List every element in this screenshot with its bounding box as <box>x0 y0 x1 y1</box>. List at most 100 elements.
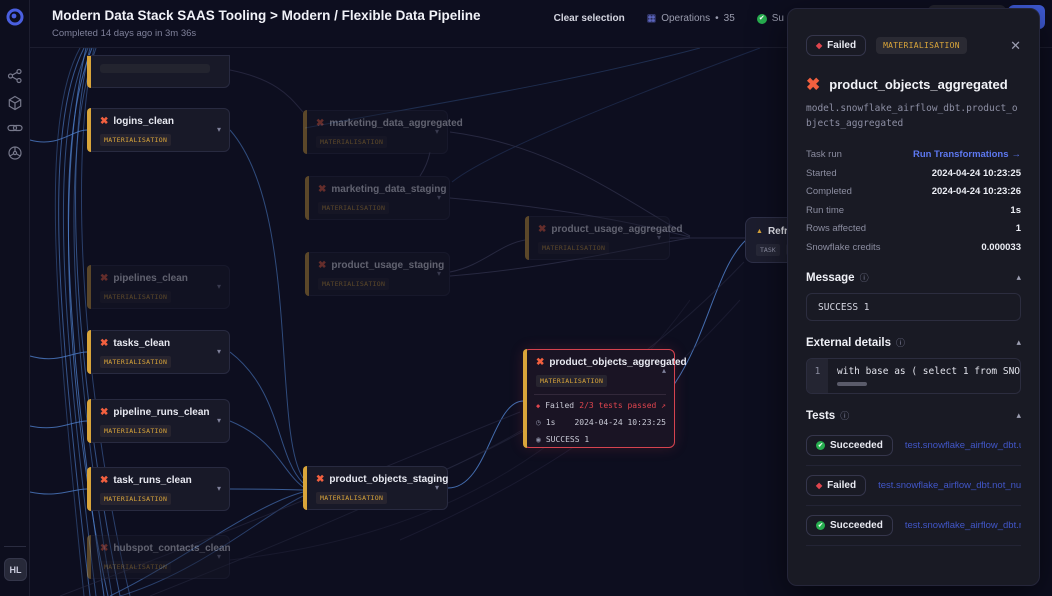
success-check-icon: ✔ <box>816 521 825 531</box>
chevron-down-icon[interactable]: ▾ <box>434 483 439 492</box>
failed-diamond-icon: ◆ <box>816 480 823 490</box>
chevron-down-icon[interactable]: ▾ <box>216 125 221 134</box>
chevron-down-icon[interactable]: ▾ <box>216 282 221 291</box>
node-name: marketing_data_staging <box>331 184 447 195</box>
node-accent-bar <box>87 265 91 309</box>
failed-status-pill: ◆ Failed <box>806 475 867 497</box>
toolbar: Clear selection ▦ Operations • 35 ✔ Su <box>554 13 784 24</box>
node-name: product_usage_staging <box>331 260 445 271</box>
integrations-nav-icon[interactable] <box>7 120 23 136</box>
settings-nav-icon[interactable] <box>7 145 23 161</box>
panel-title-row: ✖ product_objects_aggregated <box>806 76 1021 93</box>
run-transformations-link[interactable]: Run Transformations → <box>912 149 1022 161</box>
detail-row-started: Started 2024-04-24 10:23:25 <box>806 167 1021 179</box>
failed-diamond-icon: ◆ <box>816 40 823 50</box>
details-list: Task run Run Transformations → Started 2… <box>806 145 1021 256</box>
status-dot-icon: ◉ <box>536 435 541 444</box>
node-partial[interactable] <box>87 55 230 88</box>
node-product-usage-staging[interactable]: ✖ product_usage_staging ▾ MATERIALISATIO… <box>305 252 450 296</box>
node-marketing-data-staging[interactable]: ✖ marketing_data_staging ▾ MATERIALISATI… <box>305 176 450 220</box>
user-avatar[interactable]: HL <box>4 558 27 581</box>
node-timestamp: 2024-04-24 10:23:25 <box>574 418 666 427</box>
app-logo-icon[interactable] <box>5 7 25 27</box>
message-section-header: Message ⓘ ▴ <box>806 271 1021 284</box>
success-check-icon: ✔ <box>756 13 767 24</box>
node-name: product_objects_staging <box>329 474 449 485</box>
dbt-icon: ✖ <box>100 406 109 418</box>
test-link[interactable]: test.snowflake_airflow_dbt.unique_pro <box>904 440 1021 452</box>
materialisation-badge: MATERIALISATION <box>316 136 388 148</box>
clock-icon: ◷ <box>536 418 541 427</box>
node-name: hubspot_contacts_clean <box>113 543 231 554</box>
node-accent-bar <box>87 330 91 374</box>
node-runtime: 1s <box>545 418 556 427</box>
sql-code: with base as ( select 1 from SNOWFLAKE <box>828 359 1020 393</box>
chevron-down-icon[interactable]: ▾ <box>434 127 439 136</box>
dbt-icon: ✖ <box>100 115 109 127</box>
detail-row-completed: Completed 2024-04-24 10:23:26 <box>806 186 1021 198</box>
chevron-down-icon[interactable]: ▾ <box>216 552 221 561</box>
info-icon: ⓘ <box>840 411 850 422</box>
external-details-section-header: External details ⓘ ▴ <box>806 336 1021 349</box>
tests-summary-link[interactable]: 2/3 tests passed ↗ <box>579 401 666 410</box>
materialisation-badge: MATERIALISATION <box>316 492 388 504</box>
dbt-icon: ✖ <box>100 542 109 554</box>
materialisation-badge: MATERIALISATION <box>100 291 172 303</box>
breadcrumb-title: Modern Data Stack SAAS Tooling > Modern … <box>52 8 481 23</box>
chevron-down-icon[interactable]: ▾ <box>656 233 661 242</box>
node-tasks-clean[interactable]: ✖ tasks_clean ▾ MATERIALISATION <box>87 330 230 374</box>
node-product-usage-aggregated[interactable]: ✖ product_usage_aggregated ▾ MATERIALISA… <box>525 216 683 260</box>
chevron-down-icon[interactable]: ▾ <box>436 269 441 278</box>
test-row: ✔ Succeeded test.snowflake_airflow_dbt.n… <box>806 506 1021 547</box>
dbt-icon: ✖ <box>100 474 109 486</box>
close-icon[interactable]: ✕ <box>1010 38 1021 53</box>
info-icon: ⓘ <box>896 338 906 349</box>
dbt-icon: ✖ <box>316 117 325 129</box>
materialisation-badge: MATERIALISATION <box>100 561 172 573</box>
node-pipelines-clean[interactable]: ✖ pipelines_clean ▾ MATERIALISATION <box>87 265 230 309</box>
materialisation-badge: MATERIALISATION <box>100 356 172 368</box>
materialisation-badge: MATERIALISATION <box>876 37 967 54</box>
chevron-down-icon[interactable]: ▾ <box>216 416 221 425</box>
clear-selection-button[interactable]: Clear selection <box>553 13 625 24</box>
operations-filter[interactable]: ▦ Operations • 35 <box>647 13 735 24</box>
node-marketing-data-aggregated[interactable]: ✖ marketing_data_aggregated ▾ MATERIALIS… <box>303 110 463 154</box>
node-name: product_objects_aggregated <box>549 357 687 368</box>
chevron-down-icon[interactable]: ▾ <box>216 347 221 356</box>
node-accent-bar <box>87 108 91 152</box>
node-accent-bar <box>305 176 309 220</box>
success-filter[interactable]: ✔ Su <box>756 13 784 24</box>
chevron-down-icon[interactable]: ▾ <box>436 193 441 202</box>
detail-row-task-run: Task run Run Transformations → <box>806 149 1022 161</box>
chevron-down-icon[interactable]: ▾ <box>216 484 221 493</box>
node-accent-bar <box>305 252 309 296</box>
materialisation-badge: MATERIALISATION <box>100 425 172 437</box>
test-link[interactable]: test.snowflake_airflow_dbt.not_null_pr <box>904 520 1021 532</box>
node-logins-clean[interactable]: ✖ logins_clean ▾ MATERIALISATION <box>87 108 230 152</box>
collapse-caret-icon[interactable]: ▴ <box>1016 410 1021 421</box>
products-nav-icon[interactable] <box>7 95 23 111</box>
message-box: SUCCESS 1 <box>806 293 1021 322</box>
node-product-objects-staging[interactable]: ✖ product_objects_staging ▾ MATERIALISAT… <box>303 466 448 510</box>
node-accent-bar <box>87 399 91 443</box>
horizontal-scrollbar[interactable] <box>837 382 867 387</box>
tests-section-header: Tests ⓘ ▴ <box>806 409 1021 422</box>
collapse-caret-icon[interactable]: ▴ <box>1016 272 1021 283</box>
test-link[interactable]: test.snowflake_airflow_dbt.not_null_pr <box>878 480 1021 492</box>
collapse-caret-icon[interactable]: ▴ <box>1016 337 1021 348</box>
node-pipeline-runs-clean[interactable]: ✖ pipeline_runs_clean ▾ MATERIALISATION <box>87 399 230 443</box>
node-accent-bar <box>523 349 527 448</box>
node-product-objects-aggregated-selected[interactable]: ✖ product_objects_aggregated ▴ MATERIALI… <box>523 349 687 448</box>
pipelines-nav-icon[interactable] <box>7 68 23 84</box>
node-hubspot-contacts-clean[interactable]: ✖ hubspot_contacts_clean ▾ MATERIALISATI… <box>87 535 231 579</box>
node-task-runs-clean[interactable]: ✖ task_runs_clean ▾ MATERIALISATION <box>87 467 230 511</box>
failed-status-pill: ◆ Failed <box>806 35 867 56</box>
arrow-right-icon: → <box>1011 149 1022 161</box>
info-icon: ⓘ <box>859 273 869 284</box>
node-placeholder <box>100 64 210 73</box>
panel-title: product_objects_aggregated <box>829 77 1008 92</box>
node-accent-bar <box>87 467 91 511</box>
materialisation-badge: MATERIALISATION <box>538 242 610 254</box>
chevron-up-icon[interactable]: ▴ <box>661 366 666 375</box>
